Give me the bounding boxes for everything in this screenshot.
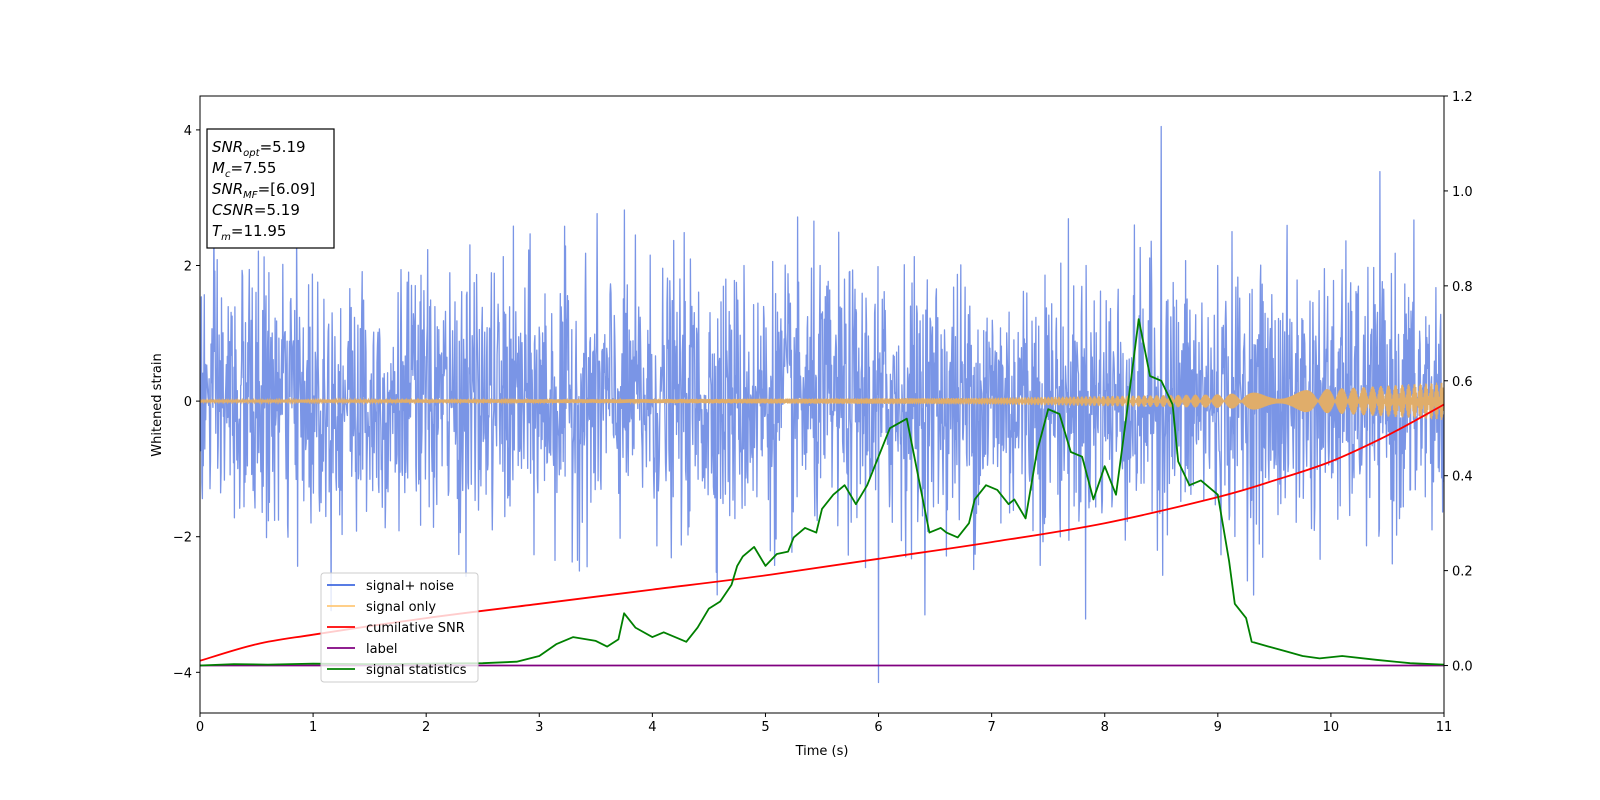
series-signal-plus-noise bbox=[200, 125, 1444, 684]
stats-symbol: CSNR bbox=[212, 201, 254, 219]
left-y-tick-label: 2 bbox=[184, 260, 192, 275]
stats-subscript: c bbox=[225, 169, 231, 180]
stats-symbol: T bbox=[212, 222, 223, 240]
x-tick-label: 9 bbox=[1214, 720, 1222, 735]
x-tick-label: 5 bbox=[761, 720, 769, 735]
right-y-tick-label: 0.2 bbox=[1452, 565, 1473, 580]
stats-subscript: opt bbox=[243, 148, 260, 159]
legend-frame bbox=[320, 572, 479, 683]
stats-line: CSNR=5.19 bbox=[212, 201, 300, 219]
stats-box: SNRopt=5.19Mc=7.55SNRMF=[6.09]CSNR=5.19T… bbox=[206, 128, 335, 249]
x-tick-label: 10 bbox=[1323, 720, 1340, 735]
right-y-tick-label: 0.8 bbox=[1452, 280, 1473, 295]
y-axis-label: Whitened strain bbox=[150, 353, 165, 456]
right-y-tick-label: 0.0 bbox=[1452, 660, 1473, 675]
x-tick-label: 6 bbox=[874, 720, 882, 735]
x-tick-label: 1 bbox=[309, 720, 317, 735]
right-y-axis-ticks: 1.2 1.0 0.8 0.6 0.4 0.2 0.0 bbox=[1444, 90, 1473, 675]
legend-label: signal only bbox=[366, 600, 436, 615]
right-y-tick-label: 1.2 bbox=[1452, 90, 1473, 105]
legend-label: cumilative SNR bbox=[366, 621, 465, 636]
x-tick-label: 3 bbox=[535, 720, 543, 735]
stats-symbol: SNR bbox=[212, 180, 243, 198]
stats-line: Tm=11.95 bbox=[212, 222, 286, 243]
x-tick-label: 11 bbox=[1436, 720, 1453, 735]
plot-frame bbox=[199, 95, 1445, 714]
stats-subscript: m bbox=[221, 232, 231, 243]
legend-label: label bbox=[366, 642, 397, 657]
stats-value: =11.95 bbox=[231, 222, 287, 240]
stats-value: =[6.09] bbox=[258, 180, 316, 198]
left-y-axis-ticks: 4 2 0 −2 −4 bbox=[173, 124, 200, 681]
stats-symbol: M bbox=[212, 159, 225, 177]
legend-label: signal+ noise bbox=[366, 579, 454, 594]
right-y-tick-label: 1.0 bbox=[1452, 185, 1473, 200]
x-tick-label: 0 bbox=[196, 720, 204, 735]
x-tick-label: 8 bbox=[1101, 720, 1109, 735]
x-tick-label: 4 bbox=[648, 720, 656, 735]
x-tick-label: 7 bbox=[987, 720, 995, 735]
stats-value: =5.19 bbox=[260, 138, 306, 156]
x-axis-label: Time (s) bbox=[795, 744, 849, 759]
left-y-tick-label: 0 bbox=[184, 395, 192, 410]
stats-value: =5.19 bbox=[254, 201, 300, 219]
stats-line: Mc=7.55 bbox=[212, 159, 276, 180]
x-tick-label: 2 bbox=[422, 720, 430, 735]
left-y-tick-label: −4 bbox=[173, 666, 192, 681]
right-y-tick-label: 0.4 bbox=[1452, 470, 1473, 485]
stats-line: SNRopt=5.19 bbox=[212, 138, 306, 159]
x-axis-ticks: 0 1 2 3 4 5 6 7 8 9 10 11 bbox=[196, 713, 1452, 735]
series-signal-only bbox=[200, 382, 1444, 420]
left-y-tick-label: 4 bbox=[184, 124, 192, 139]
stats-line: SNRMF=[6.09] bbox=[212, 180, 315, 201]
left-y-tick-label: −2 bbox=[173, 531, 192, 546]
right-y-tick-label: 0.6 bbox=[1452, 375, 1473, 390]
legend: signal+ noise signal only cumilative SNR la… bbox=[320, 572, 479, 683]
stats-subscript: MF bbox=[243, 190, 258, 201]
stats-symbol: SNR bbox=[212, 138, 243, 156]
legend-label: signal statistics bbox=[366, 663, 467, 678]
stats-value: =7.55 bbox=[230, 159, 276, 177]
series-signal-statistics bbox=[200, 318, 1444, 667]
stats-box-frame bbox=[206, 128, 335, 249]
